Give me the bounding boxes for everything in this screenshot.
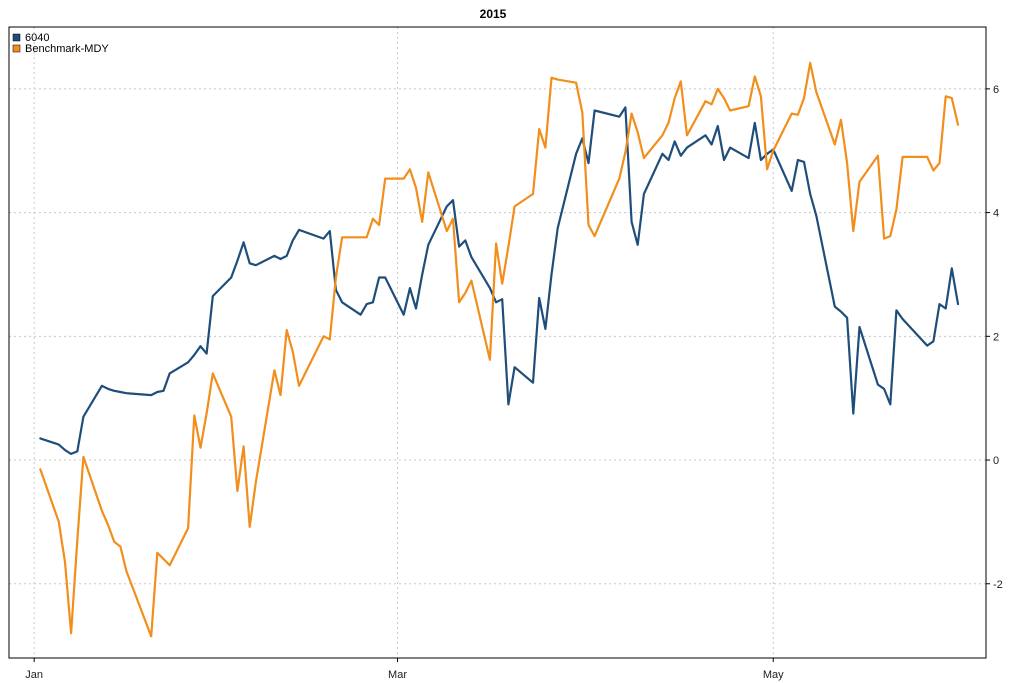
- y-tick-label: 0: [993, 455, 999, 467]
- y-tick-label: 6: [993, 84, 999, 96]
- gridlines: [9, 27, 986, 658]
- legend-swatch: [12, 44, 21, 53]
- legend-swatch: [12, 33, 21, 42]
- y-tick-label: 2: [993, 331, 999, 343]
- x-tick-label: Mar: [388, 669, 407, 681]
- chart-title: 2015: [480, 7, 507, 21]
- x-tick-label: May: [763, 669, 784, 681]
- series-line-benchmark-mdy: [39, 61, 960, 638]
- plot-frame: [8, 26, 987, 659]
- series-line-6040: [39, 106, 960, 455]
- legend-label: Benchmark-MDY: [25, 43, 109, 55]
- y-tick-label: -2: [993, 579, 1003, 591]
- x-tick-label: Jan: [25, 669, 43, 681]
- y-tick-label: 4: [993, 208, 999, 220]
- legend-label: 6040: [25, 32, 49, 44]
- axes: -2 0 2 4 6 Jan Mar May: [25, 84, 1002, 681]
- series-lines: [39, 61, 960, 638]
